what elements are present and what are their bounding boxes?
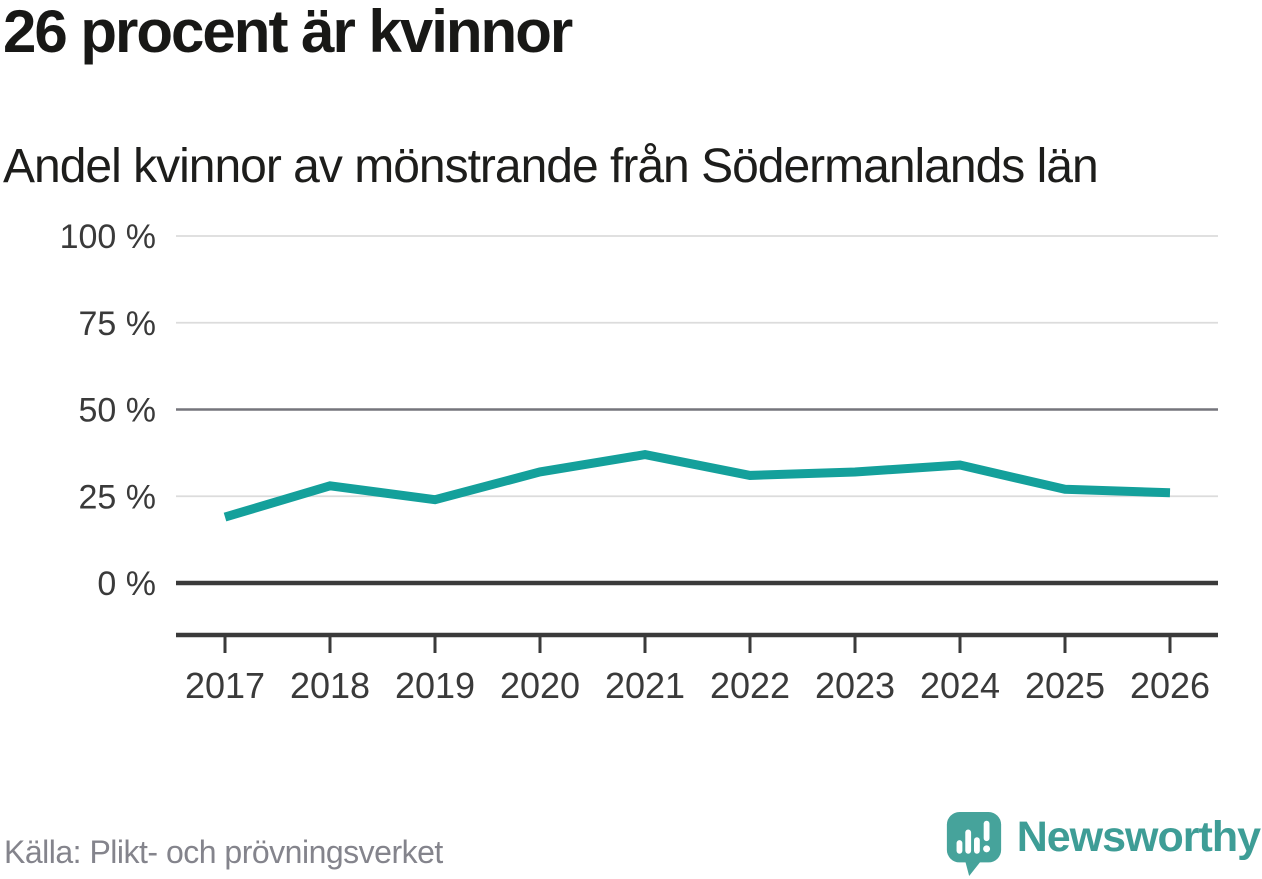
x-axis-label: 2024 xyxy=(920,665,1000,706)
x-axis-label: 2025 xyxy=(1025,665,1105,706)
x-axis xyxy=(176,632,1218,653)
source-note: Källa: Plikt- och prövningsverket xyxy=(4,834,443,870)
axis-labels: 0 % 25 % 50 % 75 % 100 % 2017 2018 2019 2020 2021… xyxy=(60,218,1210,706)
data-series xyxy=(223,450,1171,522)
x-axis-label: 2026 xyxy=(1130,665,1210,706)
x-axis-label: 2017 xyxy=(185,665,265,706)
x-axis-label: 2020 xyxy=(500,665,580,706)
chart-subtitle: Andel kvinnor av mönstrande från Söderma… xyxy=(3,140,1099,193)
gridlines xyxy=(176,235,1218,586)
x-axis-label: 2021 xyxy=(605,665,685,706)
y-axis-label: 25 % xyxy=(79,478,157,516)
y-axis-label: 50 % xyxy=(79,392,157,430)
newsworthy-logo-icon xyxy=(946,812,1001,876)
x-axis-label: 2022 xyxy=(710,665,790,706)
chart-title: 26 procent är kvinnor xyxy=(3,0,573,65)
data-line xyxy=(223,450,1171,522)
x-axis-label: 2018 xyxy=(290,665,370,706)
y-axis-label: 100 % xyxy=(60,218,156,256)
x-axis-label: 2023 xyxy=(815,665,895,706)
brand-wordmark: Newsworthy xyxy=(1016,812,1261,861)
y-axis-label: 0 % xyxy=(97,565,156,603)
y-axis-label: 75 % xyxy=(79,305,157,343)
brand-logo: Newsworthy xyxy=(943,811,1261,877)
x-axis-label: 2019 xyxy=(395,665,475,706)
